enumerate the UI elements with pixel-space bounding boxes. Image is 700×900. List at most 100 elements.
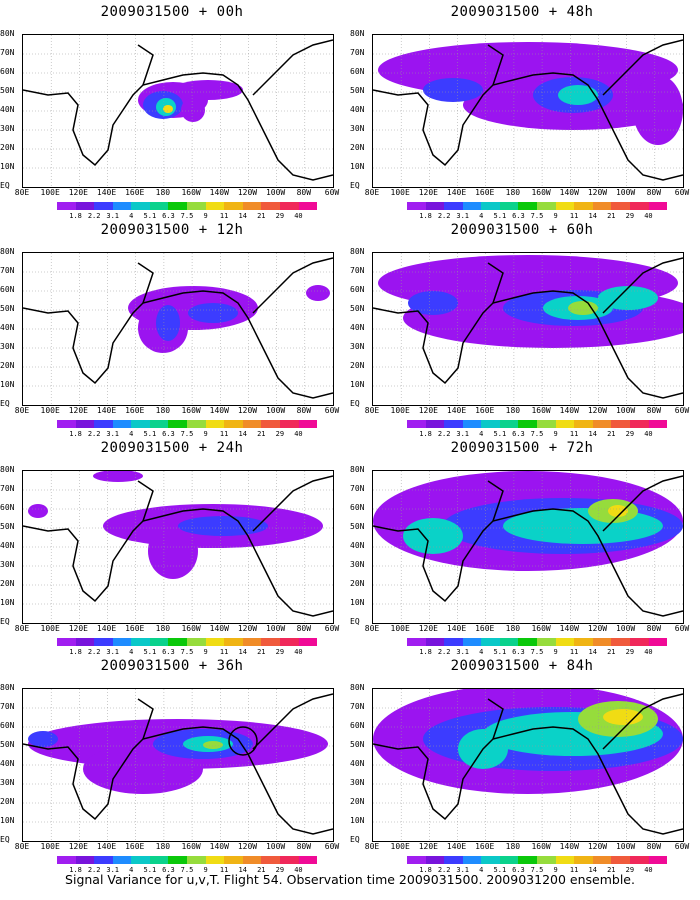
lon-tick-label: 80W (646, 624, 662, 633)
lon-tick-label: 60W (674, 624, 690, 633)
colorbar-label: 1.8 (419, 212, 432, 220)
colorbar-label: 40 (294, 430, 303, 438)
lon-tick-label: 140E (446, 624, 467, 633)
lat-tick-label: 80N (350, 683, 365, 692)
lat-tick-label: 60N (0, 721, 15, 730)
lon-tick-label: 120W (587, 842, 608, 851)
lon-tick-label: 180 (505, 406, 521, 415)
panel-title: 2009031500 + 00h (100, 4, 244, 20)
colorbar-label: 9 (203, 866, 208, 874)
lat-tick-label: 30N (350, 124, 365, 133)
variance-region (403, 518, 463, 554)
colorbar-label: 21 (257, 430, 266, 438)
variance-region (306, 285, 330, 301)
colorbar-swatch (592, 638, 612, 646)
lat-tick-label: 70N (0, 484, 15, 493)
lat-tick-label: 70N (0, 702, 15, 711)
colorbar-swatch (462, 202, 482, 210)
colorbar-label: 9 (553, 866, 558, 874)
lon-tick-label: 160W (531, 842, 551, 851)
map-plot (22, 34, 334, 188)
lon-tick-label: 80W (646, 406, 662, 415)
coastline (23, 72, 333, 181)
lat-tick-label: 40N (0, 759, 15, 768)
lat-tick-label: 40N (350, 541, 365, 550)
colorbar-swatch (75, 856, 95, 864)
coastline (602, 475, 683, 532)
colorbar-label: 5.1 (493, 866, 507, 874)
lon-tick-label: 160W (531, 624, 551, 633)
coastline (602, 257, 683, 314)
colorbar-label: 9 (553, 430, 558, 438)
lat-tick-label: 50N (350, 86, 365, 95)
colorbar-label: 2.2 (437, 212, 451, 220)
lat-tick-label: 30N (0, 342, 15, 351)
lon-tick-label: 120E (418, 406, 438, 415)
colorbar-swatch (242, 420, 262, 428)
colorbar (57, 856, 318, 864)
lon-tick-label: 80E (14, 624, 30, 633)
lat-tick-label: 30N (0, 124, 15, 133)
colorbar-swatch (462, 420, 482, 428)
colorbar-label: 3.1 (456, 648, 470, 656)
colorbar-swatch (555, 420, 575, 428)
lon-tick-label: 140W (209, 406, 229, 415)
colorbar-label: 14 (588, 866, 597, 874)
coastline (137, 698, 154, 740)
coastline (602, 39, 683, 96)
map-plot (372, 688, 684, 842)
lat-tick-label: 60N (350, 67, 365, 76)
variance-region (28, 731, 58, 747)
lon-tick-label: 160E (125, 624, 145, 633)
colorbar-swatch (481, 420, 500, 428)
lon-tick-label: 160E (125, 188, 145, 197)
colorbar-swatch (279, 420, 299, 428)
target-circle (228, 726, 258, 756)
lat-tick-label: 20N (350, 797, 365, 806)
lon-tick-label: 60W (324, 406, 340, 415)
lon-tick-label: 140W (209, 624, 229, 633)
colorbar-label: 11 (569, 866, 579, 874)
variance-region (203, 741, 223, 749)
lat-tick-label: 30N (0, 778, 15, 787)
lat-tick-label: 50N (350, 304, 365, 313)
colorbar-label: 3.1 (456, 866, 470, 874)
lon-tick-label: 160W (181, 406, 201, 415)
lat-tick-label: 30N (350, 342, 365, 351)
lon-tick-label: 160W (181, 188, 201, 197)
lon-tick-label: 160W (531, 188, 551, 197)
colorbar-label: 9 (553, 648, 558, 656)
variance-region (188, 303, 238, 323)
colorbar (57, 202, 318, 210)
colorbar-swatch (499, 638, 519, 646)
map-plot (372, 34, 684, 188)
colorbar-swatch (499, 202, 519, 210)
colorbar-swatch (555, 202, 575, 210)
lon-tick-label: 100E (40, 624, 60, 633)
colorbar-swatch (629, 202, 649, 210)
lon-tick-label: 80W (646, 842, 662, 851)
colorbar-label: 6.3 (162, 212, 175, 220)
lon-tick-label: 180 (505, 842, 521, 851)
colorbar-label: 29 (275, 430, 285, 438)
lat-tick-label: 10N (0, 816, 15, 825)
colorbar-label: 5.1 (143, 648, 157, 656)
colorbar-label: 14 (238, 212, 247, 220)
lon-tick-label: 60W (674, 842, 690, 851)
colorbar-label: 11 (219, 212, 229, 220)
colorbar-label: 6.3 (162, 430, 175, 438)
lat-tick-label: 70N (350, 484, 365, 493)
lon-tick-label: 80W (296, 188, 312, 197)
lon-tick-label: 140W (559, 406, 579, 415)
lon-tick-label: 60W (674, 188, 690, 197)
colorbar-swatch (261, 638, 280, 646)
colorbar-label: 9 (203, 648, 208, 656)
coastline (373, 726, 683, 835)
colorbar-label: 6.3 (512, 648, 525, 656)
lon-tick-label: 80E (364, 624, 380, 633)
lat-tick-label: 80N (350, 29, 365, 38)
lon-tick-label: 120E (68, 624, 88, 633)
colorbar-swatch (537, 638, 556, 646)
lat-tick-label: 70N (350, 48, 365, 57)
colorbar-label: 1.8 (419, 866, 432, 874)
